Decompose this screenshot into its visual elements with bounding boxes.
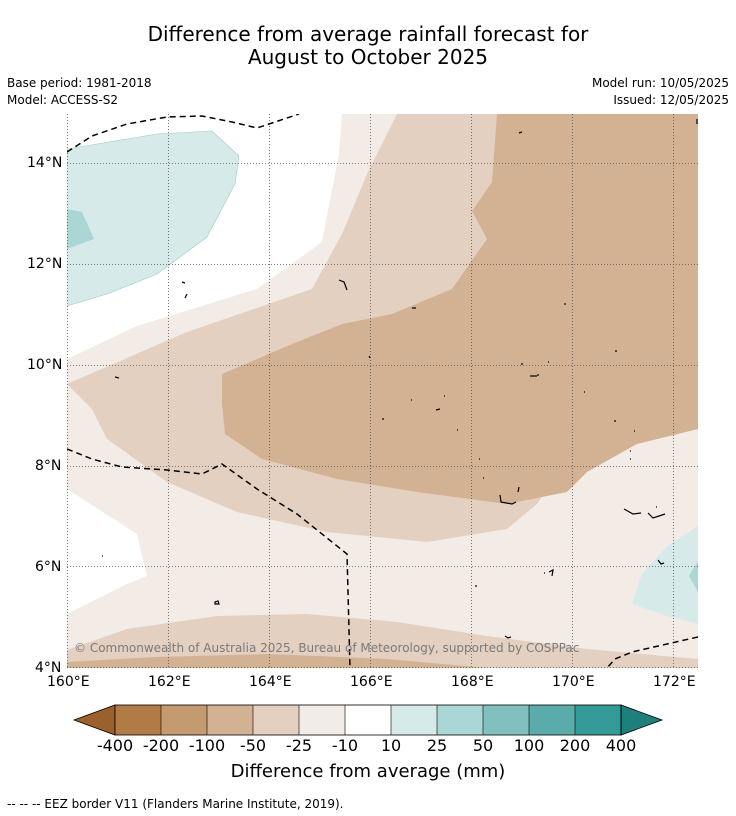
- y-tick-8N: 8°N: [35, 458, 62, 474]
- eez-border: [67, 114, 698, 668]
- colorbar-label: -10: [331, 736, 359, 755]
- rainfall-map: [67, 114, 698, 668]
- band-minus25: [67, 614, 698, 668]
- colorbar-label: 10: [380, 736, 402, 755]
- issued-date: Issued: 12/05/2025: [613, 93, 729, 107]
- y-tick-14N: 14°N: [27, 155, 63, 171]
- colorbar-label: 100: [513, 736, 545, 755]
- x-tick-166E: 166°E: [350, 674, 393, 690]
- y-tick-4N: 4°N: [35, 660, 62, 676]
- colorbar-extend-low: [72, 704, 116, 736]
- colorbar-label: -200: [142, 736, 180, 755]
- eez-footnote: -- -- -- EEZ border V11 (Flanders Marine…: [7, 797, 344, 811]
- y-tick-12N: 12°N: [27, 256, 63, 272]
- colorbar-label: -50: [239, 736, 267, 755]
- colorbar-label: 25: [426, 736, 448, 755]
- colorbar-title: Difference from average (mm): [230, 761, 506, 782]
- x-tick-172E: 172°E: [653, 674, 696, 690]
- x-tick-164E: 164°E: [249, 674, 292, 690]
- band-plus10: [67, 131, 239, 306]
- chart-title-line1: Difference from average rainfall forecas…: [147, 22, 589, 46]
- model-name: Model: ACCESS-S2: [7, 93, 119, 107]
- colorbar-extend-high: [620, 704, 664, 736]
- colorbar: [72, 704, 664, 736]
- band-minus50: [67, 654, 487, 668]
- x-tick-168E: 168°E: [451, 674, 494, 690]
- colorbar-label: 200: [559, 736, 591, 755]
- graticule: [67, 114, 698, 668]
- colorbar-label: -100: [188, 736, 226, 755]
- colorbar-label: 50: [472, 736, 494, 755]
- band-plus25: [67, 209, 94, 249]
- base-period: Base period: 1981-2018: [7, 76, 152, 90]
- x-tick-170E: 170°E: [552, 674, 595, 690]
- islands: [102, 119, 698, 639]
- chart-title-line2: August to October 2025: [247, 45, 489, 69]
- copyright-notice: © Commonwealth of Australia 2025, Bureau…: [74, 641, 580, 655]
- colorbar-label: -25: [285, 736, 313, 755]
- colorbar-label: 400: [605, 736, 637, 755]
- y-tick-6N: 6°N: [35, 559, 62, 575]
- y-tick-10N: 10°N: [27, 357, 63, 373]
- model-run: Model run: 10/05/2025: [591, 76, 729, 90]
- colorbar-label: -400: [96, 736, 134, 755]
- x-tick-162E: 162°E: [148, 674, 191, 690]
- x-tick-160E: 160°E: [47, 674, 90, 690]
